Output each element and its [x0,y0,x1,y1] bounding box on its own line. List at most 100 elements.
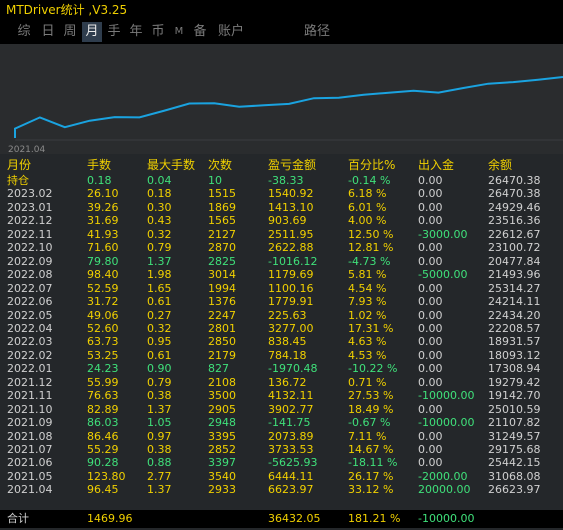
cell-month: 持仓 [7,174,29,187]
cell-pnl: 1779.91 [268,295,314,309]
cell-lots: 39.26 [87,200,119,214]
cell-max-lots: 0.30 [147,200,172,214]
cell-deposit-withdraw: 0.00 [418,281,443,295]
cell-max-lots: 0.18 [147,187,172,201]
cell-percent: -0.14 % [348,174,391,187]
tab-lots[interactable]: 手 [107,24,121,39]
cell-month: 2022.05 [7,308,53,322]
cell-deposit-withdraw: 0.00 [418,200,443,214]
cell-percent: 7.93 % [348,295,387,309]
cell-count: 3395 [208,429,236,443]
monthly-stats-table: 月份 手数 最大手数 次数 盈亏金额 百分比% 出入金 余额 持仓 0.18 0.0… [0,154,563,530]
header-month: 月份 [7,158,32,172]
cell-balance: 26623.97 [488,483,541,497]
cell-balance: 23100.72 [488,241,541,255]
tab-day[interactable]: 日 [41,24,55,39]
cell-month: 2021.04 [7,483,53,497]
table-row: 2021.11 76.63 0.38 3500 4132.11 27.53 % -10000… [0,389,563,402]
cell-percent: 12.50 % [348,227,394,241]
cell-balance: 22434.20 [488,308,541,322]
cell-deposit-withdraw: 0.00 [418,214,443,228]
cell-max-lots: 0.97 [147,429,172,443]
cell-max-lots: 0.43 [147,214,172,228]
cell-month: 2021.07 [7,443,53,456]
table-row: 2022.02 53.25 0.61 2179 784.18 4.53 % 0.00 1809… [0,349,563,362]
table-row: 2023.01 39.26 0.30 1869 1413.10 6.01 % 0.00 249… [0,201,563,214]
cell-deposit-withdraw: -10000.00 [418,389,475,403]
cell-max-lots: 0.95 [147,335,172,349]
table-row: 2022.12 31.69 0.43 1565 903.69 4.00 % 0.00 2351… [0,214,563,227]
cell-pnl: -1016.12 [268,254,318,268]
cell-month: 2023.01 [7,200,53,214]
cell-percent: 12.81 % [348,241,394,255]
cell-percent: 4.54 % [348,281,387,295]
cell-max-lots: 0.88 [147,456,172,470]
cell-percent: -10.22 % [348,362,398,376]
tab-currency[interactable]: 币 [151,24,165,39]
cell-pnl: 2073.89 [268,429,314,443]
table-row: 2021.10 82.89 1.37 2905 3902.77 18.49 % 0.00 25… [0,403,563,416]
cell-lots: 31.72 [87,295,119,309]
table-row: 2022.01 24.23 0.90 827 -1970.48 -10.22 % 0.00 1… [0,362,563,375]
cell-month: 2022.08 [7,268,53,282]
tab-path[interactable]: 路径 [303,24,330,39]
cell-percent: -4.73 % [348,254,391,268]
cell-count: 1515 [208,187,236,201]
cell-max-lots: 0.79 [147,241,172,255]
cell-deposit-withdraw: 0.00 [418,187,443,201]
total-percent: 181.21 % [348,512,401,525]
cell-lots: 123.80 [87,469,126,483]
cell-deposit-withdraw: -2000.00 [418,469,468,483]
cell-pnl: 3733.53 [268,443,314,456]
tab-account[interactable]: 账户 [217,24,244,39]
cell-percent: 14.67 % [348,443,394,456]
tab-notes[interactable]: 备 [193,24,207,39]
cell-month: 2022.11 [7,227,53,241]
cell-max-lots: 1.05 [147,416,172,430]
cell-month: 2021.11 [7,389,53,403]
tab-month[interactable]: 月 [82,22,102,42]
total-lots: 1469.96 [87,512,133,525]
cell-percent: 1.02 % [348,308,387,322]
cell-count: 2850 [208,335,236,349]
cell-balance: 26470.38 [488,174,541,187]
cell-percent: 4.00 % [348,214,387,228]
cell-lots: 76.63 [87,389,119,403]
cell-count: 2801 [208,321,236,335]
cell-count: 2905 [208,402,236,416]
cell-deposit-withdraw: 0.00 [418,456,443,470]
cell-deposit-withdraw: 0.00 [418,241,443,255]
cell-lots: 53.25 [87,348,119,362]
total-pnl: 36432.05 [268,512,321,525]
total-deposit-withdraw: -10000.00 [418,512,475,525]
cell-month: 2022.04 [7,321,53,335]
cell-lots: 41.93 [87,227,119,241]
cell-month: 2022.03 [7,335,53,349]
cell-deposit-withdraw: 0.00 [418,375,443,389]
cell-pnl: -141.75 [268,416,311,430]
cell-pnl: -38.33 [268,174,304,187]
tab-summary[interactable]: 综 [17,24,31,39]
cell-count: 2247 [208,308,236,322]
cell-balance: 29175.68 [488,443,541,456]
tab-week[interactable]: 周 [63,24,77,39]
table-row: 2022.08 98.40 1.98 3014 1179.69 5.81 % -5000.0… [0,268,563,281]
cell-lots: 52.60 [87,321,119,335]
cell-count: 3397 [208,456,236,470]
cell-deposit-withdraw: 0.00 [418,308,443,322]
tab-year[interactable]: 年 [129,24,143,39]
table-row: 2023.02 26.10 0.18 1515 1540.92 6.18 % 0.00 264… [0,187,563,200]
cell-count: 2127 [208,227,236,241]
cell-balance: 22612.67 [488,227,541,241]
cell-month: 2022.09 [7,254,53,268]
table-row: 2022.05 49.06 0.27 2247 225.63 1.02 % 0.00 2243… [0,309,563,322]
table-row: 2022.07 52.59 1.65 1994 1100.16 4.54 % 0.00 253… [0,282,563,295]
cell-month: 2022.02 [7,348,53,362]
tab-m[interactable]: M [174,26,184,37]
cell-deposit-withdraw: 0.00 [418,362,443,376]
cell-max-lots: 0.79 [147,375,172,389]
cell-max-lots: 1.37 [147,483,172,497]
cell-count: 1869 [208,200,236,214]
cell-balance: 23516.36 [488,214,541,228]
cell-balance: 18931.57 [488,335,541,349]
